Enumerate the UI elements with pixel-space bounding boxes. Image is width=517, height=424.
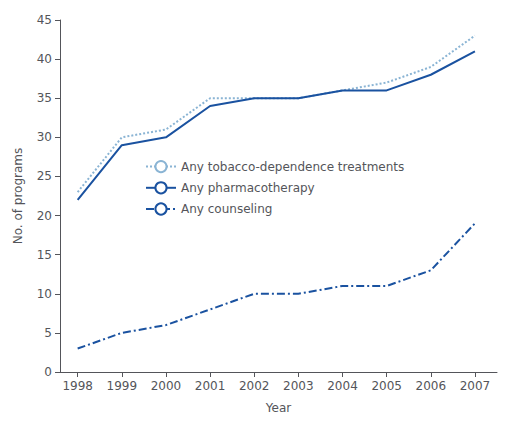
svg-text:Any counseling: Any counseling xyxy=(181,202,272,216)
svg-text:5: 5 xyxy=(44,326,52,340)
svg-text:35: 35 xyxy=(37,91,52,105)
svg-text:2006: 2006 xyxy=(416,379,447,393)
svg-text:30: 30 xyxy=(37,130,52,144)
svg-text:20: 20 xyxy=(37,209,52,223)
svg-text:1999: 1999 xyxy=(107,379,138,393)
svg-text:2007: 2007 xyxy=(460,379,491,393)
svg-text:Any pharmacotherapy: Any pharmacotherapy xyxy=(181,181,315,195)
svg-text:1998: 1998 xyxy=(62,379,93,393)
svg-text:Any tobacco-dependence treatme: Any tobacco-dependence treatments xyxy=(181,160,404,174)
svg-text:2001: 2001 xyxy=(195,379,226,393)
svg-text:No. of programs: No. of programs xyxy=(11,148,25,245)
svg-text:40: 40 xyxy=(37,52,52,66)
svg-text:2004: 2004 xyxy=(327,379,358,393)
svg-text:2003: 2003 xyxy=(283,379,314,393)
svg-text:15: 15 xyxy=(37,248,52,262)
svg-text:25: 25 xyxy=(37,169,52,183)
svg-text:Year: Year xyxy=(265,401,291,415)
svg-text:0: 0 xyxy=(44,365,52,379)
svg-text:45: 45 xyxy=(37,13,52,27)
svg-text:2002: 2002 xyxy=(239,379,270,393)
svg-text:2000: 2000 xyxy=(151,379,182,393)
svg-text:2005: 2005 xyxy=(371,379,402,393)
svg-text:10: 10 xyxy=(37,287,52,301)
